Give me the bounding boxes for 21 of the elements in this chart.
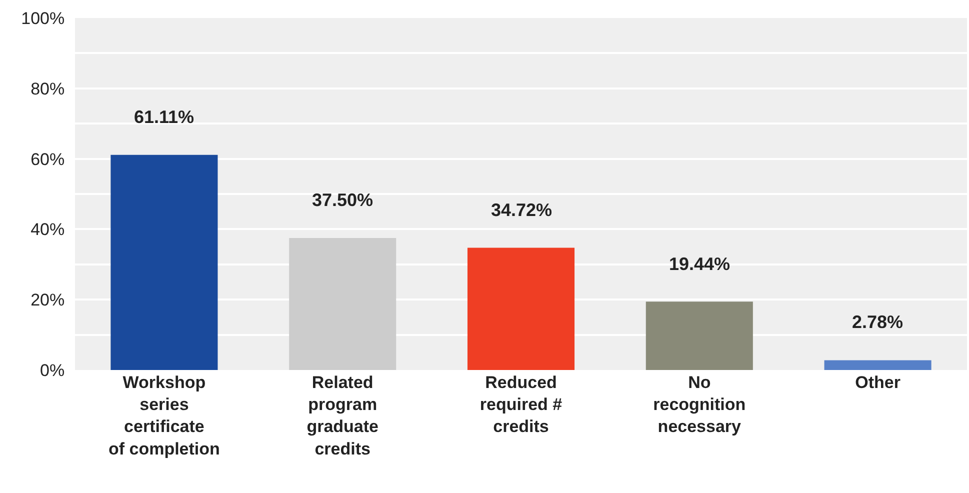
x-tick-label: Reduced required # credits xyxy=(480,373,563,436)
x-tick-label: Workshop series certificate of completion xyxy=(108,373,220,458)
data-label: 34.72% xyxy=(491,200,552,220)
y-tick-label: 40% xyxy=(30,220,65,240)
bar xyxy=(646,302,753,370)
data-label: 37.50% xyxy=(312,190,374,210)
bar xyxy=(467,248,575,370)
y-tick-label: 20% xyxy=(30,290,65,310)
x-tick-label: Other xyxy=(855,373,901,392)
bar xyxy=(289,238,396,370)
data-label: 19.44% xyxy=(669,254,730,274)
y-tick-label: 80% xyxy=(30,79,65,98)
y-tick-label: 60% xyxy=(30,150,65,169)
x-tick-label: No recognition necessary xyxy=(653,373,746,436)
y-tick-label: 100% xyxy=(21,8,65,28)
y-tick-label: 0% xyxy=(40,360,65,380)
bar xyxy=(824,360,932,370)
bar xyxy=(110,154,218,370)
data-label: 61.11% xyxy=(134,107,194,127)
data-label: 2.78% xyxy=(852,312,904,332)
x-tick-label: Related program graduate credits xyxy=(306,373,378,458)
